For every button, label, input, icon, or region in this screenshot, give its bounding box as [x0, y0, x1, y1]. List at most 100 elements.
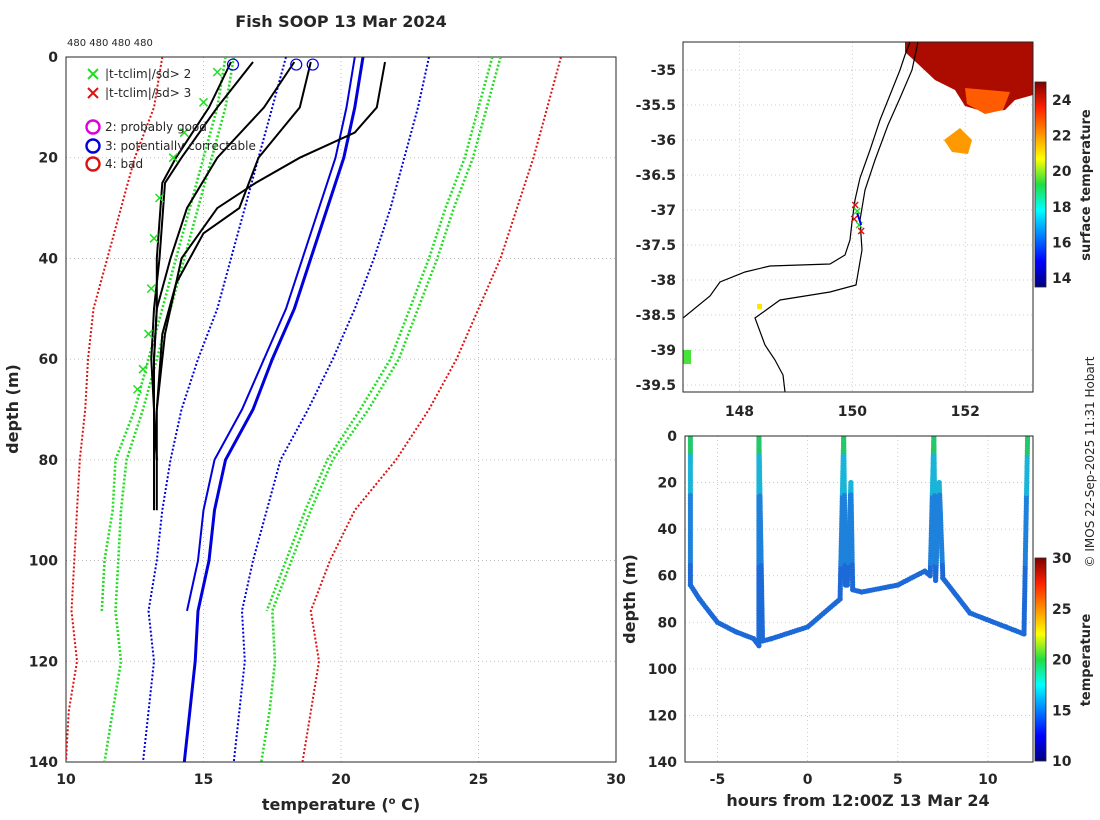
- coastline: [683, 42, 911, 319]
- drop-marker: [853, 207, 861, 215]
- map-y-tick: -38.5: [636, 308, 676, 324]
- flag-sd2-marker: [149, 233, 159, 243]
- sst-colorbar: [1034, 81, 1047, 288]
- map-content: [683, 42, 1033, 392]
- dt-x-tick: 5: [893, 772, 903, 788]
- sst-colorbar-ticks: 14 16 18 20 22 24: [1052, 93, 1072, 287]
- temp-colorbar-tick: 15: [1052, 703, 1071, 719]
- temp-colorbar-ticks: 10 15 20 25 30: [1052, 551, 1072, 770]
- map-ticks: 148 150 152 -35 -35.5 -36 -36.5 -37 -37.5 -38 -38.…: [636, 63, 980, 420]
- dt-y-tick: 140: [648, 755, 677, 771]
- sst-colorbar-tick: 22: [1052, 128, 1071, 144]
- temp-colorbar-label: temperature: [1079, 614, 1094, 707]
- imos-credit: © IMOS 22-Sep-2025 11:31 Hobart: [1083, 356, 1097, 567]
- dt-y-tick: 80: [658, 615, 678, 631]
- depth-time-axes: [684, 435, 1034, 763]
- profile-y-tick: 0: [48, 50, 58, 66]
- clim-sd2-line: [265, 57, 494, 612]
- profile-y-tick: 20: [39, 151, 59, 167]
- map-y-tick: -36: [651, 133, 676, 149]
- map-panel: 148 150 152 -35 -35.5 -36 -36.5 -37 -37.5 -38 -38.…: [636, 41, 1094, 420]
- dt-track-point: [1025, 436, 1031, 439]
- dt-y-tick: 120: [648, 708, 677, 724]
- figure-title: Fish SOOP 13 Mar 2024: [235, 12, 446, 31]
- dt-y-tick: 20: [658, 476, 678, 492]
- dt-x-tick: -5: [710, 772, 726, 788]
- profile-y-tick: 40: [39, 251, 59, 267]
- temp-colorbar-tick: 25: [1052, 602, 1071, 618]
- flag-circle-marker: [226, 58, 240, 71]
- sst-colorbar-tick: 18: [1052, 200, 1071, 216]
- legend-label: |t-tclim|/sd> 3: [105, 86, 191, 100]
- depth-time-track: [687, 436, 1031, 649]
- map-y-tick: -38: [651, 273, 676, 289]
- legend: |t-tclim|/sd> 2 |t-tclim|/sd> 3 2: probabl…: [85, 67, 256, 172]
- dt-y-tick: 60: [658, 569, 678, 585]
- sst-colorbar-label: surface temperature: [1079, 109, 1094, 261]
- drop-marker: [851, 201, 859, 209]
- drop-track: [856, 212, 863, 226]
- map-y-tick: -37: [651, 203, 676, 219]
- dt-y-tick: 40: [658, 522, 678, 538]
- profile-x-tick: 10: [56, 772, 76, 788]
- clim-sd1-line: [232, 57, 430, 762]
- sst-patch-south: [944, 128, 972, 154]
- depth-time-y-label: depth (m): [620, 554, 639, 644]
- flag-sd2-marker: [154, 193, 165, 203]
- drop-marker: [850, 215, 858, 223]
- profile-y-tick: 100: [29, 554, 58, 570]
- depth-time-x-label: hours from 12:00Z 13 Mar 24: [726, 791, 989, 810]
- profile-lines: [66, 57, 562, 762]
- drop-marker: [857, 227, 865, 235]
- dt-x-tick: 10: [978, 772, 998, 788]
- legend-label: 4: bad: [105, 157, 143, 171]
- profile-x-tick: 15: [194, 772, 213, 788]
- profile-ticks: 10 15 20 25 30 0 20 40 60 80 100 120 140: [29, 50, 626, 788]
- temp-colorbar: [1034, 557, 1047, 762]
- map-x-tick: 152: [951, 404, 980, 420]
- sst-colorbar-tick: 20: [1052, 164, 1072, 180]
- depth-time-grid: [685, 435, 1033, 763]
- flag-sd2-marker: [212, 67, 222, 77]
- legend-label: 2: probably good: [105, 120, 207, 134]
- profile-y-label: depth (m): [3, 364, 22, 454]
- sst-patch-sw: [683, 350, 691, 364]
- flag-sd2-marker: [179, 128, 189, 138]
- map-y-tick: -39: [651, 343, 676, 359]
- map-y-tick: -35.5: [636, 98, 676, 114]
- map-y-tick: -35: [651, 63, 676, 79]
- dt-x-tick: 0: [803, 772, 813, 788]
- flag-sd2-marker: [168, 153, 178, 163]
- profile-x-tick: 20: [331, 772, 351, 788]
- clim-sd3-line: [301, 57, 562, 762]
- map-x-tick: 148: [725, 404, 754, 420]
- flag-circle-marker: [290, 58, 303, 71]
- sst-colorbar-tick: 24: [1052, 93, 1072, 109]
- clim-mean-line: [186, 57, 356, 612]
- profile-x-tick: 25: [469, 772, 488, 788]
- profile-axes: [65, 56, 617, 763]
- legend-label: |t-tclim|/sd> 2: [105, 67, 191, 81]
- flag-sd2-marker: [132, 384, 143, 394]
- map-y-tick: -39.5: [636, 378, 676, 394]
- legend-marker: [87, 68, 99, 80]
- temp-colorbar-tick: 10: [1052, 754, 1072, 770]
- clim-sd2-line: [260, 57, 502, 762]
- temp-colorbar-tick: 20: [1052, 653, 1072, 669]
- clim-mean-line: [182, 57, 365, 762]
- map-y-tick: -36.5: [636, 168, 676, 184]
- profile-y-tick: 140: [29, 755, 58, 771]
- profile-panel: Fish SOOP 13 Mar 2024 480 480 480 480 10…: [3, 12, 626, 814]
- profile-y-tick: 60: [39, 352, 59, 368]
- sst-colorbar-tick: 16: [1052, 235, 1071, 251]
- temp-colorbar-tick: 30: [1052, 551, 1072, 567]
- profile-x-label: temperature (o C): [262, 795, 420, 814]
- xbt-profile: [155, 61, 386, 410]
- dt-y-tick: 100: [648, 662, 677, 678]
- flag-sd2-marker: [138, 364, 148, 374]
- drop-counts: 480 480 480 480: [67, 38, 153, 49]
- sst-colorbar-tick: 14: [1052, 271, 1072, 287]
